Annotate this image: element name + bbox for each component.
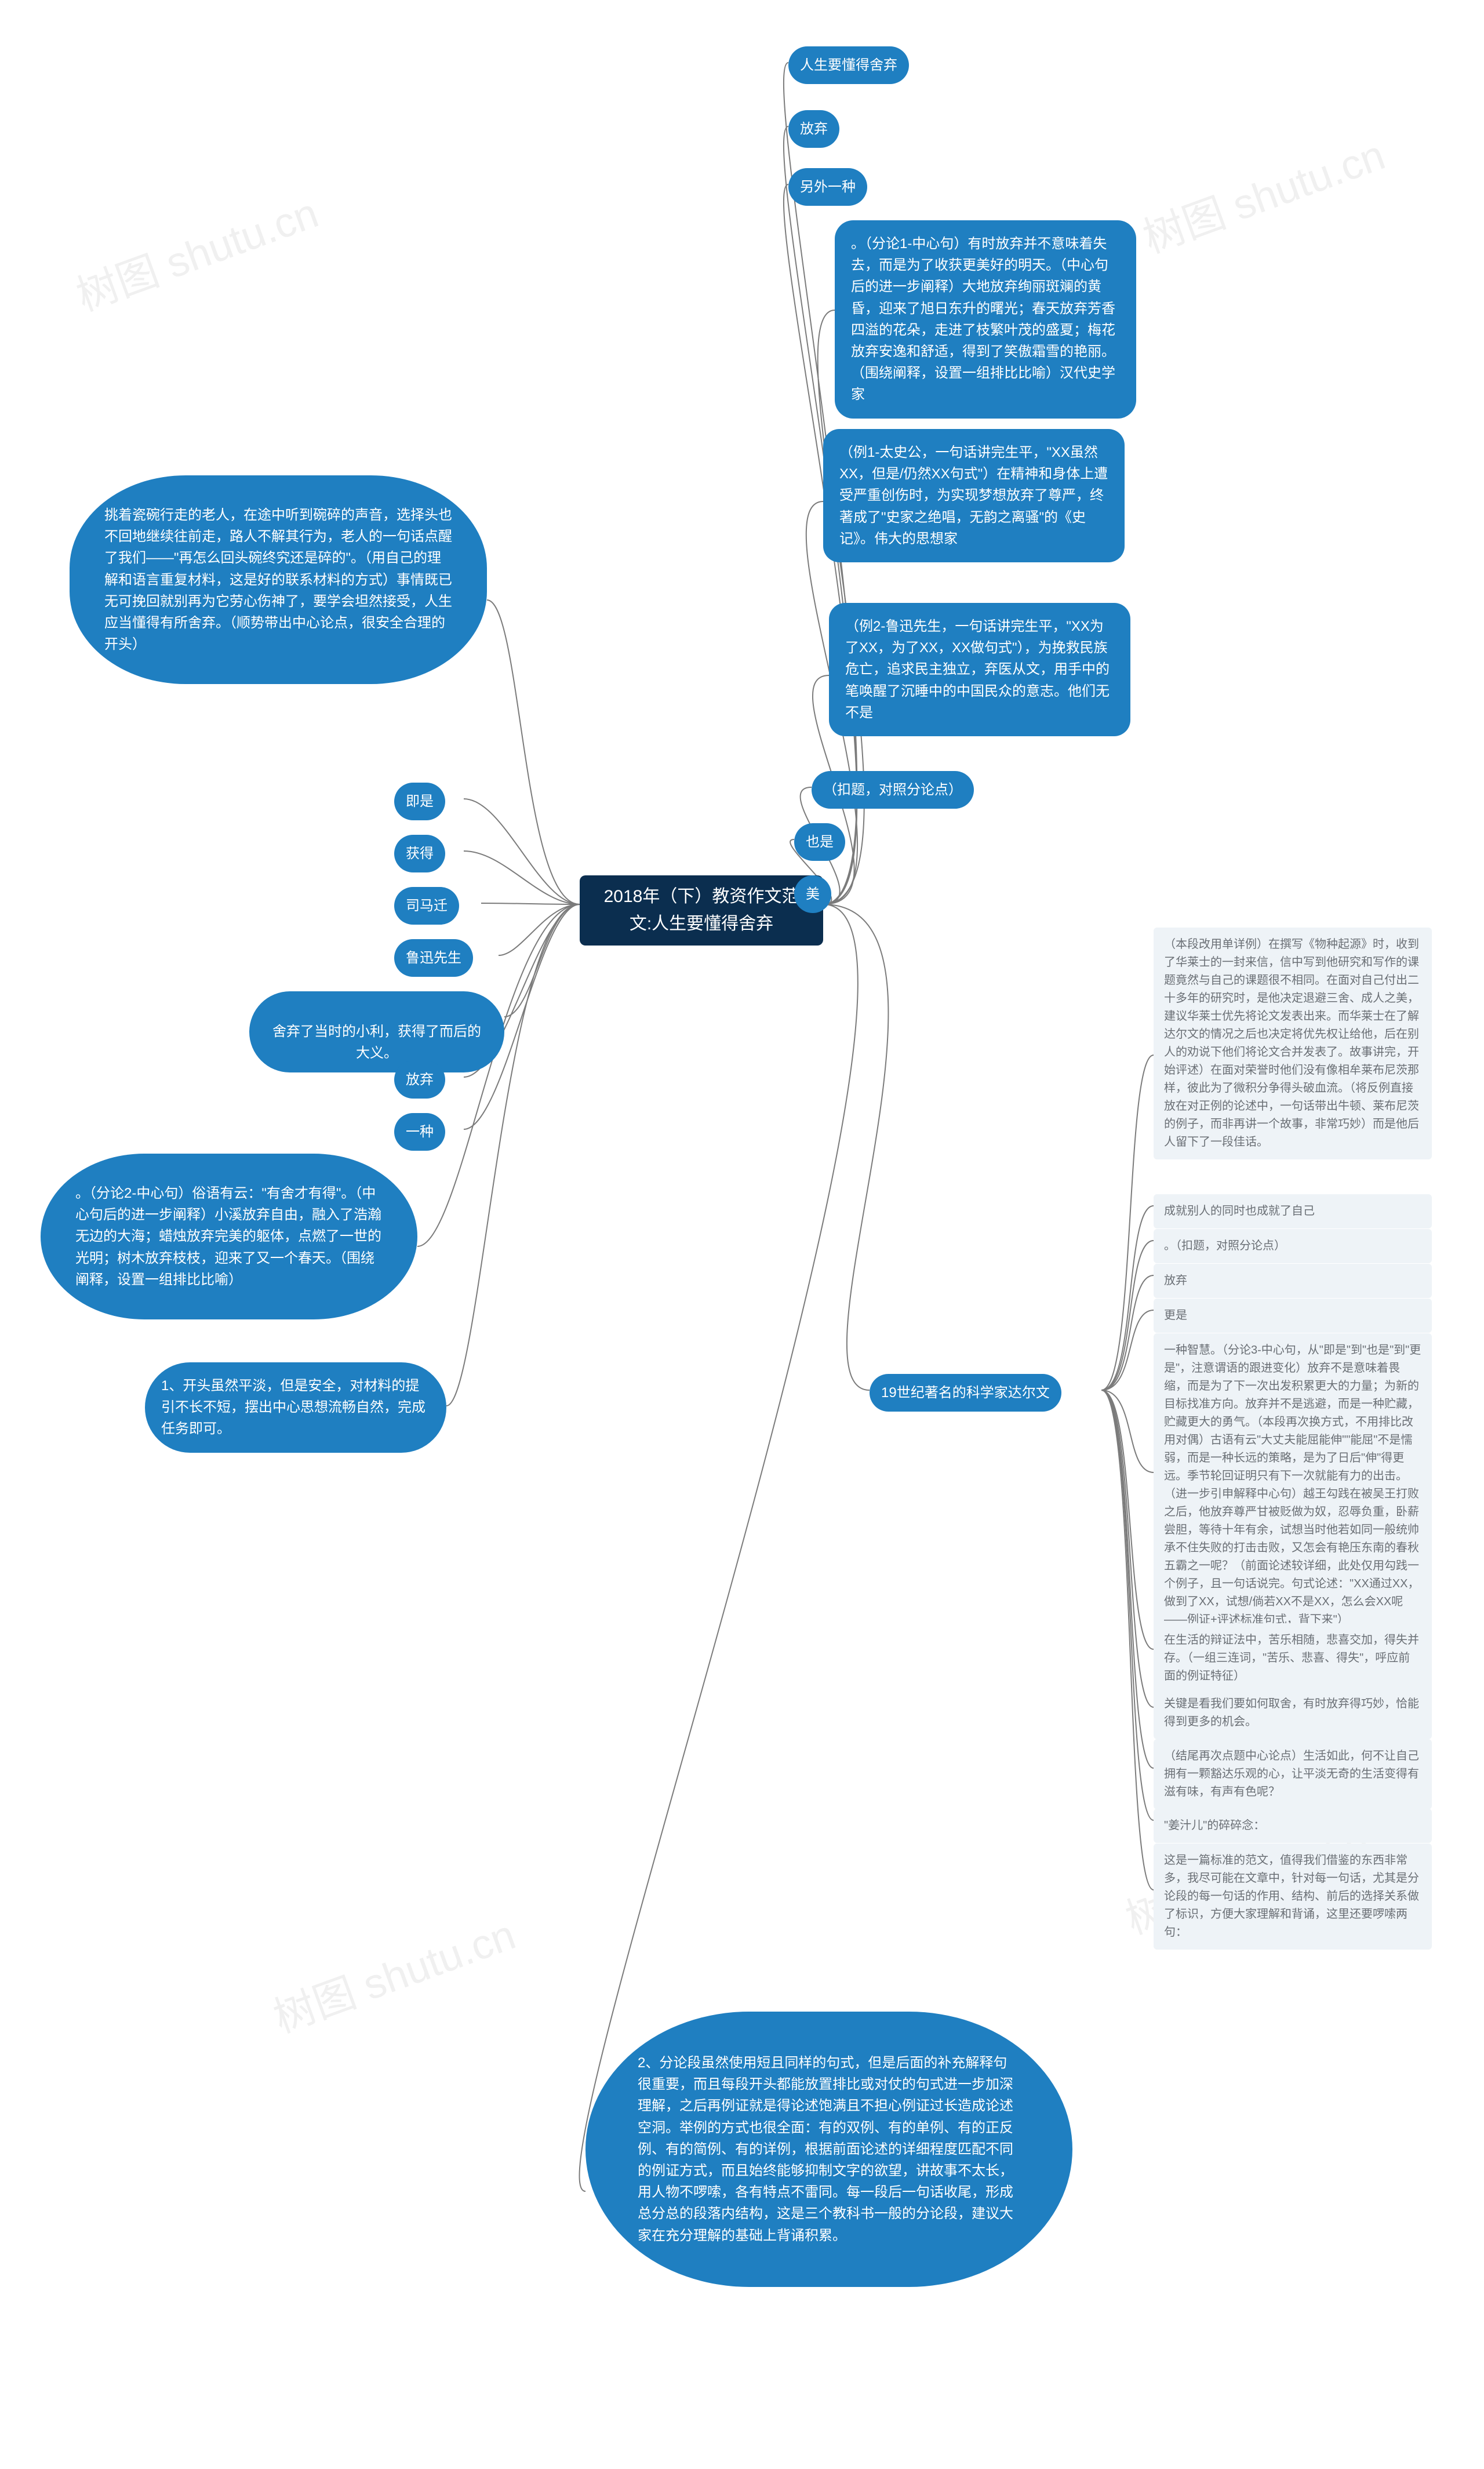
right-r2-text: 放弃 [800,121,828,137]
left-huode: 获得 [394,835,445,872]
right-r6-text: （例2-鲁迅先生，一句话讲完生平，"XX为了XX，为了XX，XX做句式"），为挽… [845,619,1110,721]
left-sheq: 舍弃了当时的小利，获得了而后的 大义。 [249,991,504,1072]
left-yizhong-text: 一种 [406,1124,434,1140]
left-luxun: 鲁迅先生 [394,939,473,977]
right-r1: 人生要懂得舍弃 [788,46,909,84]
right-r5-text: （例1-太史公，一句话讲完生平，"XX虽然XX，但是/仍然XX句式"）在精神和身… [839,445,1108,547]
right-r3-text: 另外一种 [800,179,856,195]
right-r8: 也是 [794,823,845,861]
light-l5-text: 更是 [1164,1309,1187,1322]
left-big-mid-text: 。（分论2-中心句）俗语有云："有舍才有得"。（中心句后的进一步阐释）小溪放弃自… [75,1186,381,1288]
light-l7: 在生活的辩证法中，苦乐相随，悲喜交加，得失并存。（一组三连词，"苦乐、悲喜、得失… [1154,1623,1432,1693]
light-l8-text: 关键是看我们要如何取舍，有时放弃得巧妙，恰能得到更多的机会。 [1164,1697,1419,1728]
left-yizhong: 一种 [394,1113,445,1151]
right-r5: （例1-太史公，一句话讲完生平，"XX虽然XX，但是/仍然XX句式"）在精神和身… [823,429,1125,562]
left-simaqian: 司马迁 [394,887,459,925]
left-jishi-text: 即是 [406,794,434,809]
left-big-top-text: 挑着瓷碗行走的老人，在途中听到碗碎的声音，选择头也不回地继续往前走，路人不解其行… [104,507,452,652]
light-l1: （本段改用单详例）在撰写《物种起源》时，收到了华莱士的一封来信，信中写到他研究和… [1154,928,1432,1159]
light-l1-text: （本段改用单详例）在撰写《物种起源》时，收到了华莱士的一封来信，信中写到他研究和… [1164,938,1419,1148]
left-fangqi: 放弃 [394,1061,445,1099]
light-l7-text: 在生活的辩证法中，苦乐相随，悲喜交加，得失并存。（一组三连词，"苦乐、悲喜、得失… [1164,1634,1419,1682]
light-l3-text: 。（扣题，对照分论点） [1164,1239,1286,1252]
right-r10-text: 19世纪著名的科学家达尔文 [881,1385,1050,1401]
light-l6-text: 一种智慧。（分论3-中心句，从"即是"到"也是"到"更是"，注意谓语的跟进变化）… [1164,1344,1421,1626]
right-r7-text: （扣题，对照分论点） [823,782,962,798]
left-sheq-text: 舍弃了当时的小利，获得了而后的 大义。 [272,1024,481,1061]
light-l9: （结尾再次点题中心论点）生活如此，何不让自己拥有一颗豁达乐观的心，让平淡无奇的生… [1154,1739,1432,1809]
right-r6: （例2-鲁迅先生，一句话讲完生平，"XX为了XX，为了XX，XX做句式"），为挽… [829,603,1130,736]
light-l8: 关键是看我们要如何取舍，有时放弃得巧妙，恰能得到更多的机会。 [1154,1687,1432,1739]
right-r4: 。（分论1-中心句）有时放弃并不意味着失去，而是为了收获更美好的明天。（中心句后… [835,220,1136,419]
watermark: 树图 shutu.cn [264,1901,522,2045]
light-l3: 。（扣题，对照分论点） [1154,1229,1432,1263]
right-big-bottom: 2、分论段虽然使用短且同样的句式，但是后面的补充解释句很重要，而且每段开头都能放… [585,2012,1072,2287]
right-r9-text: 美 [806,886,820,902]
left-big-mid: 。（分论2-中心句）俗语有云："有舍才有得"。（中心句后的进一步阐释）小溪放弃自… [41,1154,417,1319]
light-l10-text: "姜汁儿"的碎碎念： [1164,1819,1265,1832]
light-l2-text: 成就别人的同时也成就了自己 [1164,1205,1315,1217]
right-r10: 19世纪著名的科学家达尔文 [870,1374,1061,1412]
center-title-line1: 2018年（下）教资作文范 [604,887,799,906]
light-l6: 一种智慧。（分论3-中心句，从"即是"到"也是"到"更是"，注意谓语的跟进变化）… [1154,1333,1432,1637]
left-luxun-text: 鲁迅先生 [406,950,461,966]
left-big-bot-text: 1、开头虽然平淡，但是安全，对材料的提引不长不短，摆出中心思想流畅自然，完成任务… [161,1378,425,1437]
light-l11: 这是一篇标准的范文，值得我们借鉴的东西非常多，我尽可能在文章中，针对每一句话，尤… [1154,1843,1432,1950]
center-node: 2018年（下）教资作文范 文:人生要懂得舍弃 [580,875,823,946]
right-big-bottom-text: 2、分论段虽然使用短且同样的句式，但是后面的补充解释句很重要，而且每段开头都能放… [638,2055,1013,2243]
right-r4-text: 。（分论1-中心句）有时放弃并不意味着失去，而是为了收获更美好的明天。（中心句后… [851,236,1115,402]
right-r1-text: 人生要懂得舍弃 [800,57,897,73]
light-l4-text: 放弃 [1164,1274,1187,1287]
right-r3: 另外一种 [788,168,867,206]
center-title-line2: 文:人生要懂得舍弃 [630,914,773,933]
light-l10: "姜汁儿"的碎碎念： [1154,1809,1432,1843]
light-l4: 放弃 [1154,1264,1432,1298]
watermark: 树图 shutu.cn [1133,121,1392,265]
light-l11-text: 这是一篇标准的范文，值得我们借鉴的东西非常多，我尽可能在文章中，针对每一句话，尤… [1164,1854,1419,1939]
right-r8-text: 也是 [806,834,834,850]
light-l2: 成就别人的同时也成就了自己 [1154,1194,1432,1228]
light-l9-text: （结尾再次点题中心论点）生活如此，何不让自己拥有一颗豁达乐观的心，让平淡无奇的生… [1164,1750,1419,1798]
right-r2: 放弃 [788,110,839,148]
light-l5: 更是 [1154,1299,1432,1333]
left-big-bot: 1、开头虽然平淡，但是安全，对材料的提引不长不短，摆出中心思想流畅自然，完成任务… [145,1362,446,1453]
left-fangqi-text: 放弃 [406,1072,434,1088]
left-huode-text: 获得 [406,846,434,861]
right-r7: （扣题，对照分论点） [812,771,974,809]
left-big-top: 挑着瓷碗行走的老人，在途中听到碗碎的声音，选择头也不回地继续往前走，路人不解其行… [70,475,487,684]
left-simaqian-text: 司马迁 [406,898,448,914]
right-r9: 美 [794,875,831,913]
watermark: 树图 shutu.cn [67,179,325,323]
left-jishi: 即是 [394,783,445,820]
